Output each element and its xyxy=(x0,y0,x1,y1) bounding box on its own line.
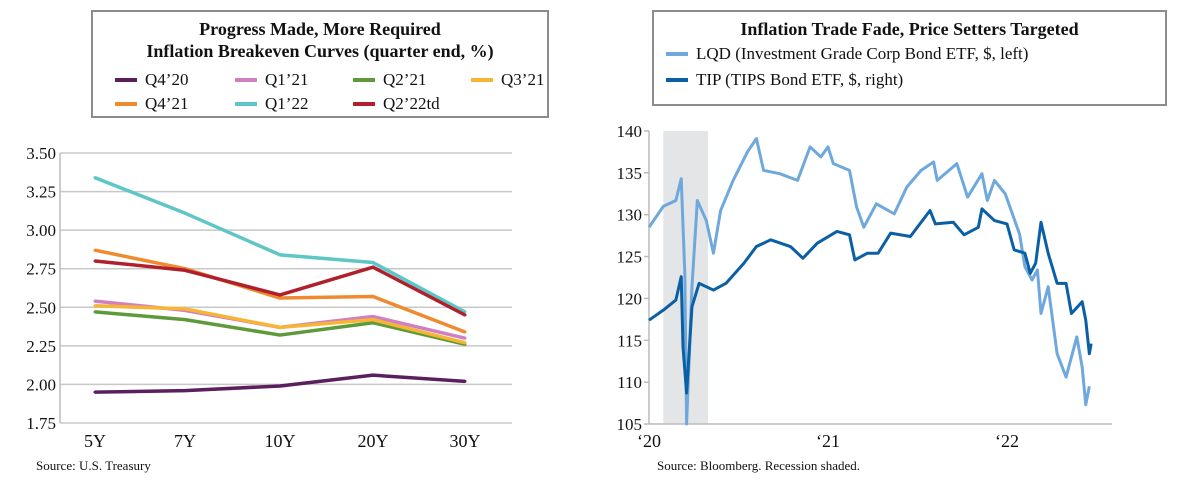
y-tick-label: 130 xyxy=(617,206,643,225)
legend-item: Q4’20 xyxy=(115,70,188,90)
x-tick-label: 5Y xyxy=(84,431,106,451)
x-tick-label: 10Y xyxy=(265,431,296,451)
x-tick-label: ‘22 xyxy=(995,431,1019,451)
data-point xyxy=(371,315,375,319)
legend-item: Q2’21 xyxy=(353,70,426,90)
y-tick-label: 2.25 xyxy=(26,337,56,356)
legend-swatch xyxy=(235,102,257,106)
data-point xyxy=(371,261,375,265)
left-legend-box: Progress Made, More Required Inflation B… xyxy=(91,10,549,118)
legend-item: Q1’22 xyxy=(235,94,308,114)
legend-item: LQD (Investment Grade Corp Bond ETF, $, … xyxy=(666,44,1028,64)
legend-label: Q4’20 xyxy=(145,70,189,89)
data-point xyxy=(183,307,187,311)
data-point xyxy=(463,341,467,345)
data-point xyxy=(463,336,467,340)
legend-label: Q4’21 xyxy=(145,94,189,113)
legend-swatch xyxy=(115,78,137,82)
data-point xyxy=(183,389,187,393)
series-line-tip xyxy=(648,207,1093,395)
data-point xyxy=(371,294,375,298)
legend-swatch xyxy=(353,102,375,106)
legend-swatch xyxy=(235,78,257,82)
data-point xyxy=(278,384,282,388)
data-point xyxy=(371,373,375,377)
data-point xyxy=(278,296,282,300)
right-chart-title: Inflation Trade Fade, Price Setters Targ… xyxy=(740,19,1079,39)
data-point xyxy=(93,259,97,263)
data-point xyxy=(93,299,97,303)
legend-item: TIP (TIPS Bond ETF, $, right) xyxy=(666,70,903,90)
x-tick-label: 20Y xyxy=(358,431,389,451)
legend-swatch xyxy=(353,78,375,82)
legend-label: Q2’22td xyxy=(383,94,440,113)
data-point xyxy=(463,379,467,383)
data-point xyxy=(93,304,97,308)
legend-label: Q2’21 xyxy=(383,70,427,89)
x-tick-label: ‘21 xyxy=(816,431,840,451)
y-tick-label: 3.50 xyxy=(26,144,56,163)
legend-label: LQD (Investment Grade Corp Bond ETF, $, … xyxy=(696,44,1029,63)
y-tick-label: 3.00 xyxy=(26,221,56,240)
y-tick-label: 110 xyxy=(617,373,642,392)
data-point xyxy=(278,325,282,329)
data-point xyxy=(93,248,97,252)
legend-swatch xyxy=(115,102,137,106)
y-tick-label: 135 xyxy=(617,164,643,183)
y-tick-label: 1.75 xyxy=(26,414,56,433)
x-tick-label: ‘20 xyxy=(637,431,661,451)
data-point xyxy=(183,211,187,215)
series-line-lqd xyxy=(647,137,1091,426)
data-point xyxy=(93,390,97,394)
data-point xyxy=(371,321,375,325)
y-tick-label: 3.25 xyxy=(26,183,56,202)
y-tick-label: 115 xyxy=(617,331,642,350)
legend-label: Q3’21 xyxy=(501,70,545,89)
x-tick-label: 7Y xyxy=(174,431,196,451)
series-line-Q4’21 xyxy=(94,248,466,334)
y-tick-label: 125 xyxy=(617,248,643,267)
data-point xyxy=(278,293,282,297)
data-point xyxy=(371,265,375,269)
legend-label: Q1’21 xyxy=(265,70,309,89)
legend-swatch xyxy=(666,52,688,56)
y-tick-label: 2.75 xyxy=(26,260,56,279)
legend-item: Q1’21 xyxy=(235,70,308,90)
data-point xyxy=(183,318,187,322)
data-point xyxy=(93,310,97,314)
series-line-Q4’20 xyxy=(94,373,466,394)
right-legend-box: Inflation Trade Fade, Price Setters Targ… xyxy=(652,10,1167,106)
legend-label: TIP (TIPS Bond ETF, $, right) xyxy=(696,70,904,89)
left-source: Source: U.S. Treasury xyxy=(36,458,151,473)
legend-swatch xyxy=(471,78,493,82)
legend-swatch xyxy=(666,78,688,82)
y-tick-label: 140 xyxy=(617,122,643,141)
data-point xyxy=(463,330,467,334)
legend-item: Q2’22td xyxy=(353,94,440,114)
y-tick-label: 2.00 xyxy=(26,375,56,394)
x-tick-label: 30Y xyxy=(450,431,481,451)
right-source: Source: Bloomberg. Recession shaded. xyxy=(657,458,861,473)
y-tick-label: 120 xyxy=(617,289,643,308)
left-chart-title: Progress Made, More Required xyxy=(199,19,441,39)
y-tick-label: 2.50 xyxy=(26,298,56,317)
data-point xyxy=(93,176,97,180)
legend-label: Q1’22 xyxy=(265,94,309,113)
y-tick-label: 105 xyxy=(617,415,643,434)
data-point xyxy=(183,268,187,272)
legend-item: Q3’21 xyxy=(471,70,544,90)
data-point xyxy=(371,318,375,322)
data-point xyxy=(278,333,282,337)
legend-item: Q4’21 xyxy=(115,94,188,114)
series-line-Q1’22 xyxy=(94,176,466,314)
data-point xyxy=(278,253,282,257)
left-chart-subtitle: Inflation Breakeven Curves (quarter end,… xyxy=(146,41,494,61)
data-point xyxy=(463,313,467,317)
